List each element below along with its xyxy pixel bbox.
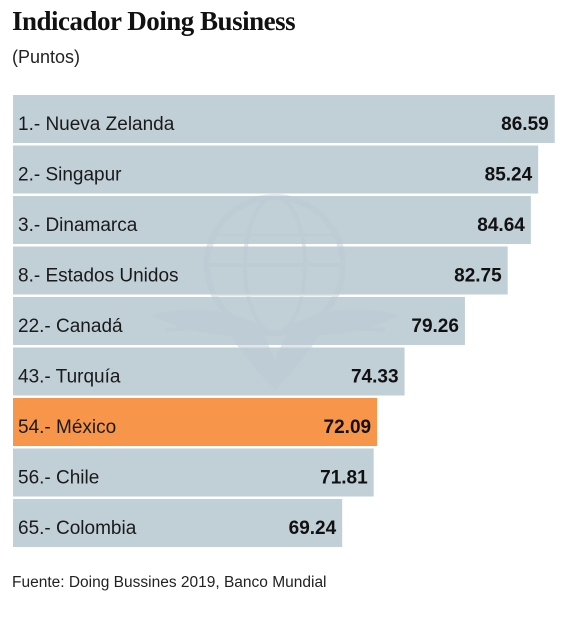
bar-8 <box>13 499 343 547</box>
category-label-4: 22.- Canadá <box>18 316 123 337</box>
bar-2 <box>13 196 531 244</box>
bar-6 <box>13 398 378 446</box>
value-label-4: 79.26 <box>411 316 459 337</box>
chart-title: Indicador Doing Business <box>12 6 296 36</box>
category-label-1: 2.- Singapur <box>18 165 122 186</box>
category-label-2: 3.- Dinamarca <box>18 215 138 236</box>
category-label-5: 43.- Turquía <box>18 367 121 388</box>
category-label-6: 54.- México <box>18 417 116 438</box>
bar-0 <box>13 95 555 143</box>
value-label-8: 69.24 <box>289 518 337 539</box>
value-label-0: 86.59 <box>501 114 549 135</box>
chart-source: Fuente: Doing Bussines 2019, Banco Mundi… <box>12 574 327 591</box>
bar-4 <box>13 297 465 345</box>
category-label-3: 8.- Estados Unidos <box>18 266 179 287</box>
bar-1 <box>13 145 539 194</box>
value-label-3: 82.75 <box>454 266 502 287</box>
value-label-7: 71.81 <box>320 468 368 489</box>
bar-3 <box>13 246 508 295</box>
chart-subtitle: (Puntos) <box>12 47 81 67</box>
bar-7 <box>13 448 374 497</box>
category-label-7: 56.- Chile <box>18 468 99 489</box>
value-label-1: 85.24 <box>485 165 533 186</box>
value-label-5: 74.33 <box>351 367 399 388</box>
bar-chart: 1.- Nueva Zelanda 86.59 2.- Singapur 85.24 3… <box>13 95 555 547</box>
category-label-8: 65.- Colombia <box>18 518 137 539</box>
category-label-0: 1.- Nueva Zelanda <box>18 114 175 135</box>
bar-5 <box>13 347 405 396</box>
value-label-6: 72.09 <box>324 417 372 438</box>
value-label-2: 84.64 <box>477 215 525 236</box>
